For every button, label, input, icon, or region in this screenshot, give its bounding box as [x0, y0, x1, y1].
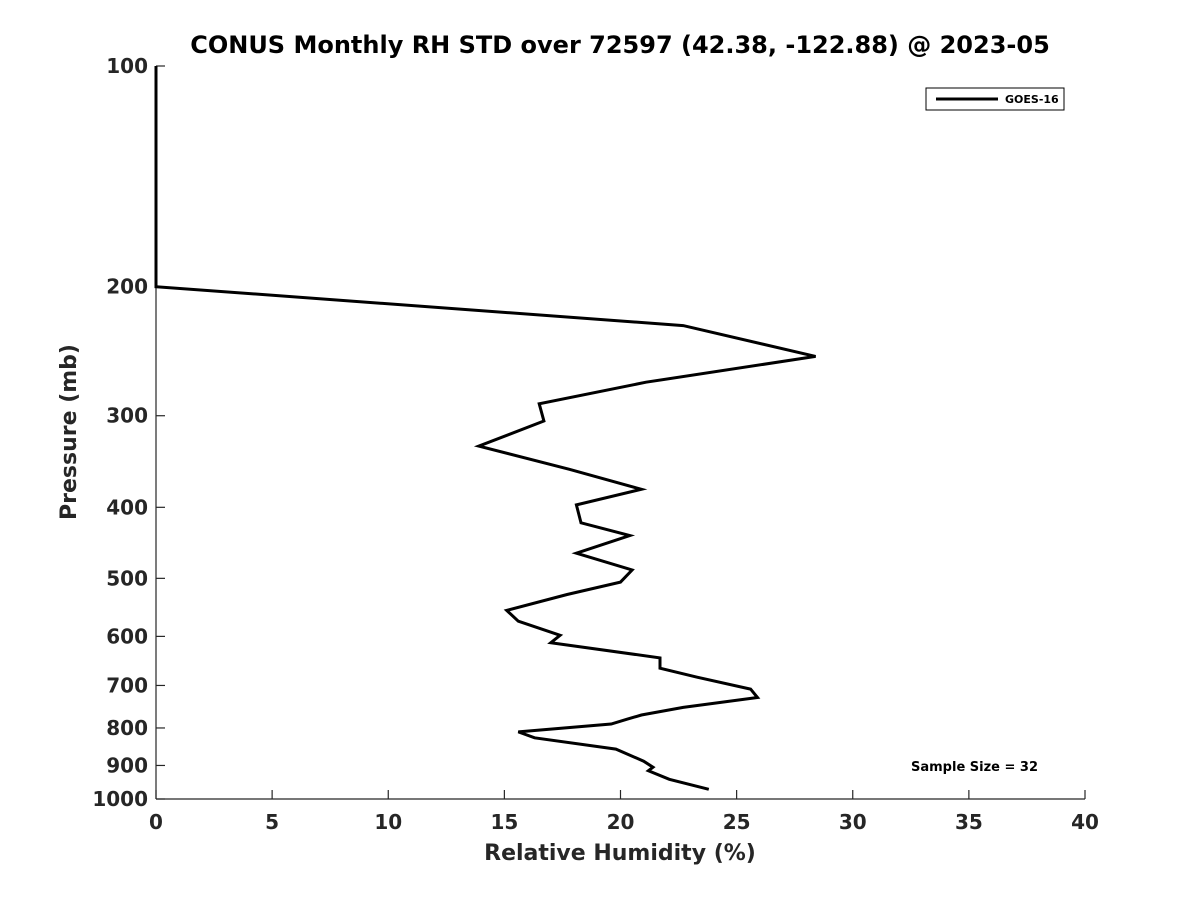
series-layer	[154, 66, 816, 791]
x-tick-label: 40	[1071, 810, 1099, 834]
sample-size-annotation: Sample Size = 32	[911, 760, 1038, 775]
x-tick-label: 35	[955, 810, 983, 834]
x-tick-label: 15	[490, 810, 518, 834]
y-tick-label: 600	[106, 624, 148, 648]
x-axis-ticks: 0 5 10 15 20 25 30 35 40	[149, 790, 1099, 834]
y-tick-label: 900	[106, 753, 148, 777]
y-axis-ticks: 100 200 300 400 500 600 700 800 900 1000	[92, 54, 165, 811]
y-tick-label: 100	[106, 54, 148, 78]
x-tick-label: 30	[839, 810, 867, 834]
x-axis-label: Relative Humidity (%)	[484, 841, 756, 866]
y-tick-label: 500	[106, 566, 148, 590]
y-tick-label: 400	[106, 495, 148, 519]
y-tick-label: 1000	[92, 787, 148, 811]
plot-axes	[155, 66, 1085, 800]
chart-title: CONUS Monthly RH STD over 72597 (42.38, …	[190, 31, 1050, 59]
x-tick-label: 10	[374, 810, 402, 834]
y-tick-label: 800	[106, 716, 148, 740]
legend-label-goes-16: GOES-16	[1005, 93, 1059, 106]
y-axis-label: Pressure (mb)	[57, 344, 82, 520]
y-tick-label: 200	[106, 275, 148, 299]
y-tick-label: 300	[106, 404, 148, 428]
series-line-goes-16	[154, 66, 816, 791]
legend: GOES-16	[925, 87, 1065, 111]
y-tick-label: 700	[106, 673, 148, 697]
x-tick-label: 25	[723, 810, 751, 834]
x-tick-label: 0	[149, 810, 163, 834]
x-tick-label: 5	[265, 810, 279, 834]
x-tick-label: 20	[607, 810, 635, 834]
